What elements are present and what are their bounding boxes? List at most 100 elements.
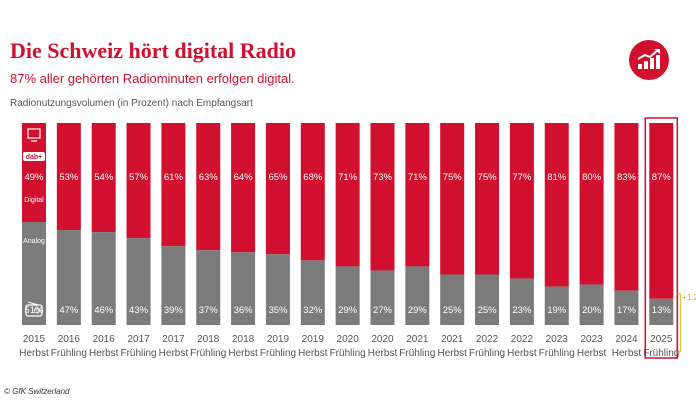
x-tick-season: Herbst [159,348,189,359]
x-tick-season: Herbst [437,348,467,359]
bar-analog [614,290,639,325]
bar-analog [544,286,569,325]
bar-analog [649,298,674,325]
data-label-digital: 83% [617,172,637,183]
x-tick-season: Frühling [330,348,366,359]
x-tick-season: Frühling [190,348,226,359]
x-tick-season: Frühling [399,348,435,359]
data-label-digital: 64% [234,172,254,183]
legend-analog: Analog [23,238,45,245]
data-label-analog: 19% [547,305,567,316]
dab-badge-label: dab+ [26,154,43,161]
bar-analog [475,274,500,325]
x-tick-year: 2022 [511,334,534,345]
bar-digital [579,123,604,285]
x-tick-season: Herbst [89,348,119,359]
data-label-digital: 75% [478,172,498,183]
x-tick-year: 2017 [162,334,185,345]
x-tick-year: 2019 [267,334,290,345]
data-label-digital: 80% [582,172,602,183]
data-label-digital: 65% [268,172,288,183]
data-label-analog: 47% [59,305,79,316]
data-label-analog: 13% [652,305,672,316]
x-tick-year: 2021 [441,334,464,345]
data-label-analog: 29% [408,305,428,316]
bar-digital [335,123,360,267]
bar-digital [544,123,569,287]
data-label-analog: 25% [478,305,498,316]
data-label-digital: 49% [24,172,44,183]
bar-analog [56,230,81,325]
x-tick-year: 2022 [476,334,499,345]
x-tick-year: 2021 [406,334,429,345]
x-tick-season: Herbst [612,348,642,359]
x-tick-year: 2025 [650,334,673,345]
page-title: Die Schweiz hört digital Radio [10,38,296,63]
x-tick-season: Herbst [298,348,328,359]
data-label-analog: 46% [94,305,114,316]
bar-digital [22,123,46,222]
x-tick-year: 2020 [371,334,394,345]
data-label-analog: 23% [512,305,532,316]
x-tick-year: 2020 [337,334,360,345]
x-tick-season: Herbst [507,348,537,359]
data-label-digital: 75% [443,172,463,183]
bar-digital [56,123,81,231]
bar-digital [196,123,221,251]
x-tick-year: 2016 [93,334,116,345]
x-tick-year: 2023 [546,334,569,345]
x-tick-season: Herbst [368,348,398,359]
x-tick-season: Frühling [51,348,87,359]
data-label-analog: 39% [164,305,184,316]
data-label-digital: 73% [373,172,393,183]
x-tick-year: 2017 [127,334,150,345]
data-label-analog: 43% [129,305,149,316]
delta-label: +1.2 [682,293,696,302]
data-label-digital: 53% [59,172,79,183]
data-label-analog: 32% [303,305,323,316]
bar-digital [370,123,395,271]
legend-digital: Digital [24,197,44,204]
x-tick-season: Herbst [577,348,607,359]
bar-analog [300,260,325,325]
bar-digital [91,123,116,233]
data-label-analog: 27% [373,305,393,316]
bar-digital [440,123,465,275]
x-tick-season: Frühling [539,348,575,359]
x-tick-season: Frühling [643,348,679,359]
data-label-analog: 29% [338,305,358,316]
x-tick-year: 2023 [580,334,603,345]
bar-digital [509,123,534,279]
monitor-icon [27,128,41,139]
bar-analog [91,232,116,325]
data-label-digital: 54% [94,172,114,183]
bar-digital [161,123,186,247]
bar-analog [509,278,534,325]
chart-caption: Radionutzungsvolumen (in Prozent) nach E… [10,98,253,109]
x-tick-season: Frühling [469,348,505,359]
data-label-digital: 77% [512,172,532,183]
data-label-digital: 63% [199,172,219,183]
data-label-digital: 61% [164,172,184,183]
bar-analog [231,252,256,325]
bar-analog [440,274,465,325]
x-tick-year: 2018 [232,334,255,345]
data-label-digital: 81% [547,172,567,183]
x-tick-season: Herbst [228,348,258,359]
bar-digital [614,123,639,291]
bar-analog [335,266,360,325]
radio-icon [25,304,43,317]
x-tick-year: 2016 [58,334,81,345]
data-label-analog: 25% [443,305,463,316]
x-tick-year: 2019 [302,334,325,345]
x-tick-season: Frühling [120,348,156,359]
growth-chart-icon [629,40,669,80]
bar-analog [405,266,430,325]
bar-digital [649,123,674,299]
data-label-analog: 20% [582,305,602,316]
data-label-analog: 37% [199,305,219,316]
x-tick-year: 2015 [23,334,46,345]
bar-digital [126,123,151,239]
bar-analog [126,238,151,325]
